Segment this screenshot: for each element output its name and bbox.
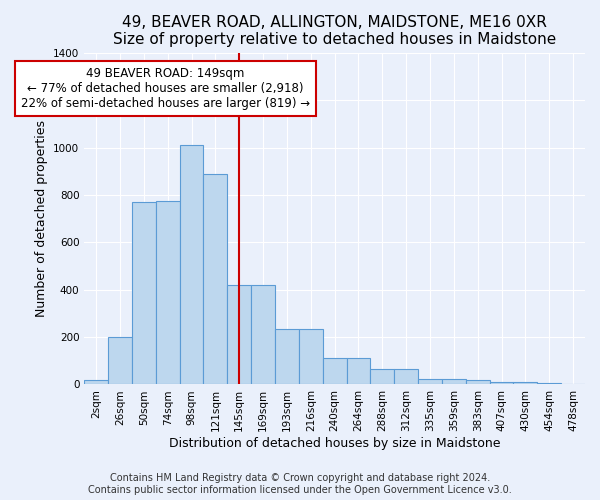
Bar — [347, 358, 370, 384]
Bar — [466, 380, 490, 384]
Bar — [275, 329, 299, 384]
Bar — [251, 285, 275, 384]
Bar — [394, 369, 418, 384]
Bar — [132, 202, 156, 384]
Title: 49, BEAVER ROAD, ALLINGTON, MAIDSTONE, ME16 0XR
Size of property relative to det: 49, BEAVER ROAD, ALLINGTON, MAIDSTONE, M… — [113, 15, 556, 48]
Text: 49 BEAVER ROAD: 149sqm
← 77% of detached houses are smaller (2,918)
22% of semi-: 49 BEAVER ROAD: 149sqm ← 77% of detached… — [21, 67, 310, 110]
Bar — [227, 285, 251, 384]
Bar — [156, 201, 179, 384]
X-axis label: Distribution of detached houses by size in Maidstone: Distribution of detached houses by size … — [169, 437, 500, 450]
Bar — [179, 145, 203, 384]
Bar — [323, 358, 347, 384]
Bar — [490, 382, 514, 384]
Bar — [108, 337, 132, 384]
Bar — [299, 329, 323, 384]
Y-axis label: Number of detached properties: Number of detached properties — [35, 120, 47, 317]
Bar — [442, 378, 466, 384]
Bar — [514, 382, 538, 384]
Bar — [418, 378, 442, 384]
Bar — [84, 380, 108, 384]
Bar — [203, 174, 227, 384]
Bar — [370, 369, 394, 384]
Text: Contains HM Land Registry data © Crown copyright and database right 2024.
Contai: Contains HM Land Registry data © Crown c… — [88, 474, 512, 495]
